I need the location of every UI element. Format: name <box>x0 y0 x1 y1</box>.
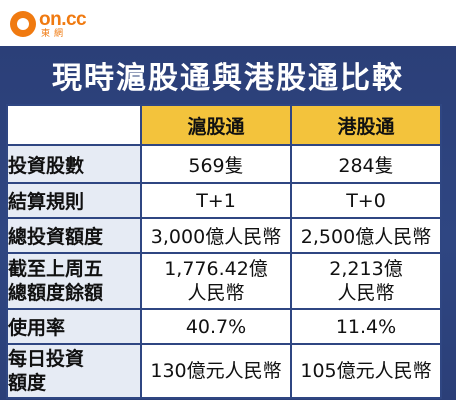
comparison-table: 滬股通 港股通 投資股數 569隻 284隻結算規則 T+1 T+0 總投資額度 3,000… <box>6 104 442 399</box>
table-header-row: 滬股通 港股通 <box>6 104 442 146</box>
logo-sub: 東網 <box>41 28 68 39</box>
cell-text: 284隻 <box>338 154 394 177</box>
table-row: 使用率 40.7% 11.4% <box>6 308 442 345</box>
shanghai-connect-value-cell: 130億元人民幣 <box>140 343 292 399</box>
table-row: 截至上周五 總額度餘額 1,776.42億 人民幣 2,213億 人民幣 <box>6 252 442 310</box>
cell-text: 569隻 <box>188 154 244 177</box>
cell-text: 每日投資 <box>8 348 85 370</box>
oncc-logo: on.cc 東網 <box>10 4 87 44</box>
shanghai-connect-value-cell: T+1 <box>140 182 292 219</box>
cell-text: 11.4% <box>335 315 397 338</box>
hk-connect-value-cell: 284隻 <box>290 144 442 184</box>
hk-connect-value-cell: 105億元人民幣 <box>290 343 442 399</box>
oncc-logo-icon <box>10 11 36 37</box>
cell-text: 人民幣 <box>187 282 245 304</box>
cell-text: 總投資額度 <box>8 226 104 248</box>
cell-text: 105億元人民幣 <box>300 360 432 382</box>
cell-text: 總額度餘額 <box>8 282 104 304</box>
shanghai-connect-value-cell: 3,000億人民幣 <box>140 217 292 254</box>
row-label-cell: 總投資額度 <box>6 217 142 254</box>
cell-text: 2,500億人民幣 <box>300 226 432 248</box>
shanghai-connect-value-cell: 1,776.42億 人民幣 <box>140 252 292 310</box>
cell-text: 40.7% <box>185 315 247 338</box>
table-row: 每日投資 額度 130億元人民幣 105億元人民幣 <box>6 343 442 399</box>
cell-text: 130億元人民幣 <box>150 360 282 382</box>
hk-connect-value-cell: T+0 <box>290 182 442 219</box>
panel-title: 現時滬股通與港股通比較 <box>52 61 404 96</box>
header-cell-shanghai-connect: 滬股通 <box>140 104 292 146</box>
table-row: 投資股數 569隻 284隻 <box>6 144 442 184</box>
cell-text: 人民幣 <box>337 282 395 304</box>
row-label-cell: 結算規則 <box>6 182 142 219</box>
header-cell-blank <box>6 104 142 146</box>
shanghai-connect-value-cell: 569隻 <box>140 144 292 184</box>
hk-connect-value-cell: 2,500億人民幣 <box>290 217 442 254</box>
cell-text: T+1 <box>196 189 236 212</box>
cell-text: 3,000億人民幣 <box>150 226 282 248</box>
hk-connect-value-cell: 2,213億 人民幣 <box>290 252 442 310</box>
hk-connect-value-cell: 11.4% <box>290 308 442 345</box>
cell-text: 截至上周五 <box>8 258 104 280</box>
table-row: 結算規則 T+1 T+0 <box>6 182 442 219</box>
cell-text: T+0 <box>346 189 386 212</box>
shanghai-connect-value-cell: 40.7% <box>140 308 292 345</box>
row-label-cell: 投資股數 <box>6 144 142 184</box>
cell-text: 1,776.42億 <box>164 258 268 280</box>
logo-word: on.cc <box>39 8 87 30</box>
row-label-cell: 每日投資 額度 <box>6 343 142 399</box>
cell-text: 額度 <box>8 372 47 394</box>
cell-text: 投資股數 <box>8 154 85 177</box>
header-cell-hk-connect: 港股通 <box>290 104 442 146</box>
comparison-panel: 現時滬股通與港股通比較 滬股通 港股通 投資股數 569隻 284隻結算規則 T+1 T… <box>0 46 456 400</box>
cell-text: 使用率 <box>8 317 66 339</box>
logo-text: on.cc 東網 <box>39 8 87 39</box>
cell-text: 2,213億 <box>329 258 403 280</box>
row-label-cell: 截至上周五 總額度餘額 <box>6 252 142 310</box>
table-row: 總投資額度 3,000億人民幣 2,500億人民幣 <box>6 217 442 254</box>
row-label-cell: 使用率 <box>6 308 142 345</box>
cell-text: 結算規則 <box>8 191 85 213</box>
